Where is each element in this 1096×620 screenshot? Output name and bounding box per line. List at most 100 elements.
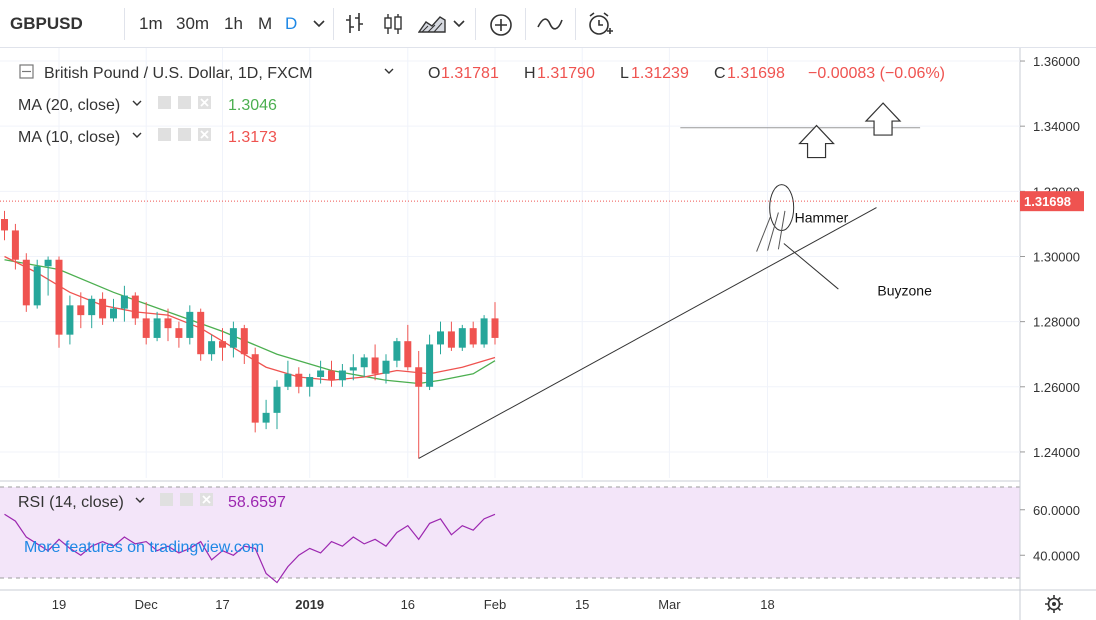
rsi-legend[interactable]: RSI (14, close) 58.6597 [18,493,286,511]
open-value: 1.31781 [441,65,499,82]
price-axis[interactable]: 1.360001.340001.320001.300001.280001.260… [1020,54,1080,460]
candle-body [88,298,96,316]
candle-body [360,357,368,368]
main-series-legend[interactable]: British Pound / U.S. Dollar, 1D, FXCM O … [19,64,945,82]
y-tick-label: 1.34000 [1033,119,1080,134]
candle-body [66,305,74,335]
last-price-marker: 1.31698 [0,191,1084,212]
y-tick-label: 1.28000 [1033,315,1080,330]
low-value: 1.31239 [631,65,689,82]
x-tick-label: 16 [401,597,415,612]
candle-body [197,311,205,355]
candle-body [273,386,281,413]
x-tick-label: Mar [658,597,681,612]
candle-body [44,259,52,267]
add-indicator-icon[interactable] [488,12,514,38]
settings-icon[interactable] [178,128,191,141]
trend-line [418,207,877,459]
interval-30m[interactable]: 30m [176,14,210,33]
top-toolbar: GBPUSD 1m 30m 1h M D [0,0,1096,48]
watermark-text[interactable]: More features on tradingview.com [24,539,264,556]
candle-body [33,266,41,306]
interval-d[interactable]: D [285,14,298,33]
toolbar-separator [525,8,526,40]
bar-chart-icon[interactable] [344,12,366,36]
compare-icon[interactable] [536,16,564,32]
toolbar-separator [124,8,125,40]
symbol-search[interactable]: GBPUSD [10,14,83,33]
candle-body [99,298,107,319]
buyzone-label: Buyzone [877,283,932,299]
ma10-legend[interactable]: MA (10, close) 1.3173 [18,128,277,146]
collapse-legend-icon[interactable] [19,64,34,79]
y-tick-label: 1.30000 [1033,249,1080,264]
x-tick-label: 18 [760,597,774,612]
settings-icon[interactable] [178,96,191,109]
rsi-axis[interactable]: 60.0000 40.0000 [1020,503,1080,564]
settings-icon[interactable] [180,493,193,506]
symbol-title: British Pound / U.S. Dollar, 1D, FXCM [44,65,313,82]
visibility-icon[interactable] [158,128,171,141]
chevron-down-icon[interactable] [384,68,394,74]
candle-body [1,219,8,231]
close-label: C [714,65,726,82]
ma20-path [4,259,496,385]
interval-1m[interactable]: 1m [139,14,163,33]
candle-body [306,377,314,387]
hatch-line [767,212,779,251]
visibility-icon[interactable] [160,493,173,506]
rsi-tick-label: 40.0000 [1033,548,1080,563]
candle-body [77,305,85,316]
chevron-down-icon[interactable] [132,132,142,138]
candle-body [131,295,139,319]
alert-icon[interactable] [586,10,614,38]
x-tick-label: 17 [215,597,229,612]
candle-chart-icon[interactable] [382,12,404,36]
candle-body [349,367,357,371]
rsi-path [4,513,496,584]
user-drawings[interactable]: Hammer Buyzone [418,102,932,459]
price-pane[interactable] [0,48,1020,478]
rsi-tick-label: 60.0000 [1033,503,1080,518]
candle-body [491,318,499,338]
chart-canvas[interactable]: 1.360001.340001.320001.300001.280001.260… [0,48,1096,620]
interval-1h[interactable]: 1h [224,14,243,33]
candle-body [458,328,466,348]
area-chart-icon[interactable] [418,14,446,34]
rsi-line [4,513,496,584]
x-tick-label: 19 [52,597,66,612]
candle-body [262,412,270,423]
x-tick-label: 2019 [295,597,324,612]
ma20-legend[interactable]: MA (20, close) 1.3046 [18,96,277,114]
ma20-line [4,259,496,385]
time-axis[interactable]: 19 Dec 17 2019 16 Feb 15 Mar 18 [52,597,775,612]
ma10-label: MA (10, close) [18,129,120,146]
candle-body [240,328,248,355]
candle-body [142,318,150,338]
visibility-icon[interactable] [158,96,171,109]
candle-body [480,318,488,345]
candle-body [175,328,183,338]
x-tick-label: Feb [484,597,506,612]
chevron-down-icon[interactable] [132,100,142,106]
candle-body [120,295,128,309]
chevron-down-icon[interactable] [135,497,145,503]
candle-body [251,354,259,423]
hammer-label: Hammer [795,209,849,225]
candle-body [447,331,455,348]
rsi-label: RSI (14, close) [18,494,124,511]
candle-body [219,341,226,348]
last-price-label: 1.31698 [1024,194,1071,209]
y-tick-label: 1.24000 [1033,445,1080,460]
interval-m[interactable]: M [258,14,273,33]
ma10-line [4,255,496,381]
chevron-down-icon[interactable] [312,18,326,30]
open-label: O [428,65,440,82]
candle-body [208,341,216,355]
x-tick-label: Dec [135,597,159,612]
high-value: 1.31790 [537,65,595,82]
gear-icon[interactable] [1045,595,1063,613]
ma20-label: MA (20, close) [18,97,120,114]
candle-body [186,311,194,338]
chevron-down-icon[interactable] [452,18,466,30]
